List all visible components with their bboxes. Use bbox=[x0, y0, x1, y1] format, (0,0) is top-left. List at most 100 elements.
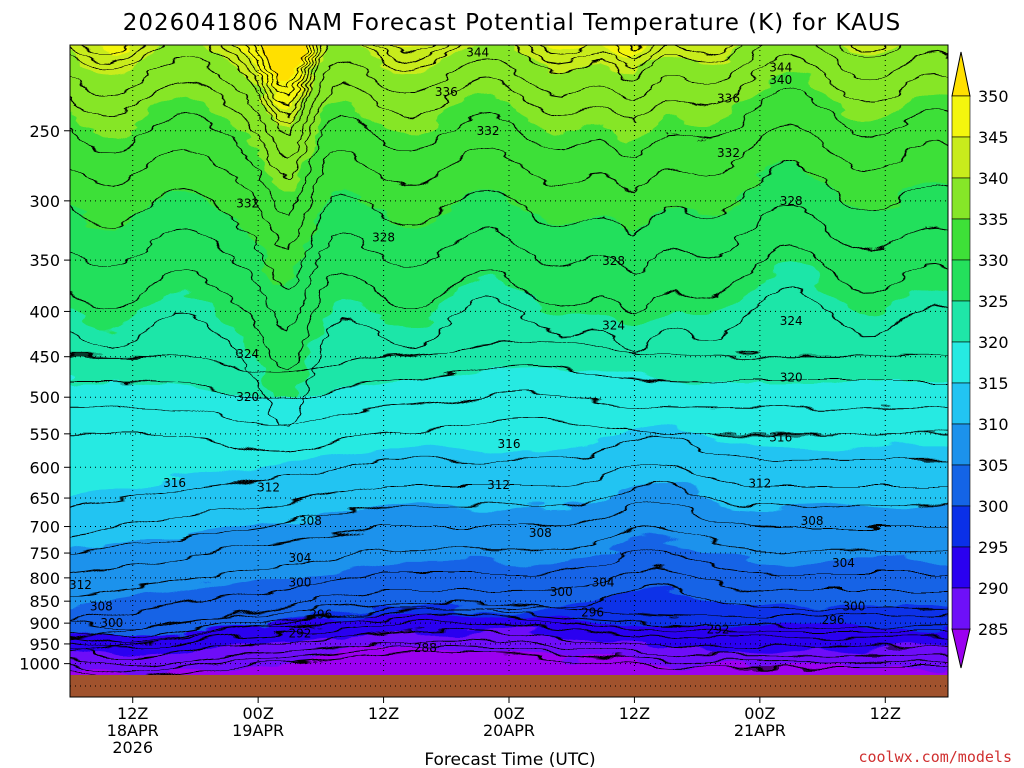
colorbar-label: 335 bbox=[978, 210, 1009, 229]
y-tick-label: 550 bbox=[29, 425, 60, 444]
isotherm-label: 292 bbox=[707, 622, 730, 636]
colorbar-segment bbox=[951, 300, 971, 343]
isotherm-line bbox=[70, 365, 948, 401]
isotherm-line bbox=[70, 391, 948, 427]
isotherm-label: 324 bbox=[780, 314, 803, 328]
y-tick-label: 350 bbox=[29, 251, 60, 270]
colorbar-label: 305 bbox=[978, 456, 1009, 475]
isotherm-line bbox=[70, 639, 948, 668]
isotherm-label: 340 bbox=[769, 73, 792, 87]
isotherm-label: 304 bbox=[288, 551, 311, 565]
isotherm-label: 312 bbox=[748, 477, 771, 491]
y-tick-label: 600 bbox=[29, 458, 60, 477]
isotherm-label: 328 bbox=[602, 254, 625, 268]
x-tick-label: 12Z bbox=[870, 704, 901, 723]
colorbar-segment bbox=[951, 95, 971, 138]
isotherm-label: 344 bbox=[466, 46, 489, 60]
colorbar-segment bbox=[951, 259, 971, 302]
isotherm-label: 336 bbox=[435, 85, 458, 99]
isotherm-label: 332 bbox=[717, 146, 740, 160]
isotherm-label: 304 bbox=[832, 556, 855, 570]
colorbar-segment bbox=[951, 423, 971, 466]
theta-band bbox=[70, 648, 948, 675]
colorbar-label: 295 bbox=[978, 538, 1009, 557]
isotherm-line bbox=[70, 53, 948, 181]
isotherm-line bbox=[70, 645, 948, 674]
isotherm-label: 328 bbox=[372, 230, 395, 244]
colorbar-label: 315 bbox=[978, 374, 1009, 393]
colorbar-label: 320 bbox=[978, 333, 1009, 352]
colorbar-segment bbox=[951, 341, 971, 384]
isotherm-line bbox=[70, 548, 948, 621]
isotherm-line bbox=[70, 204, 948, 331]
pressure-axis: 250 300 350 400 450 500 550 600 650 700 750 800 850 9… bbox=[19, 122, 70, 674]
isotherm-line bbox=[70, 630, 948, 659]
y-tick-label: 400 bbox=[29, 302, 60, 321]
isotherm-label: 324 bbox=[236, 347, 259, 361]
colorbar-segment bbox=[951, 136, 971, 179]
isotherm-line bbox=[70, 621, 948, 650]
x-tick-label: 12Z bbox=[368, 704, 399, 723]
isotherm-label: 344 bbox=[769, 60, 792, 74]
y-tick-label: 300 bbox=[29, 192, 60, 211]
y-tick-label: 1000 bbox=[19, 655, 60, 674]
colorbar-segment bbox=[951, 218, 971, 261]
isotherm-label: 308 bbox=[90, 600, 113, 614]
isotherm-label: 300 bbox=[842, 600, 865, 614]
y-tick-label: 900 bbox=[29, 614, 60, 633]
colorbar-label: 345 bbox=[978, 128, 1009, 147]
isotherm-label: 308 bbox=[529, 526, 552, 540]
credit-text: coolwx.com/models bbox=[858, 748, 1012, 766]
isotherm-label: 320 bbox=[780, 370, 803, 384]
isotherm-label: 288 bbox=[414, 641, 437, 655]
colorbar-label: 340 bbox=[978, 169, 1009, 188]
x-tick-label: 2026 bbox=[112, 738, 153, 757]
y-tick-label: 850 bbox=[29, 592, 60, 611]
x-tick-label: 00Z bbox=[744, 704, 775, 723]
colorbar-label: 290 bbox=[978, 579, 1009, 598]
isotherm-line bbox=[70, 244, 948, 372]
isotherm-line bbox=[70, 285, 948, 431]
x-tick-label: 19APR bbox=[232, 721, 284, 740]
x-tick-label: 12Z bbox=[117, 704, 148, 723]
isotherm-line bbox=[70, 435, 948, 508]
x-axis-label: Forecast Time (UTC) bbox=[424, 750, 595, 768]
ground-strip-base bbox=[70, 675, 948, 697]
isotherm-label: 316 bbox=[769, 430, 792, 444]
isotherm-label: 336 bbox=[717, 92, 740, 106]
isotherm-line bbox=[70, 88, 948, 215]
chart-title: 2026041806 NAM Forecast Potential Temper… bbox=[123, 10, 902, 36]
isotherm-line bbox=[70, 583, 948, 656]
isotherm-label: 296 bbox=[309, 608, 332, 622]
y-tick-label: 750 bbox=[29, 544, 60, 563]
x-tick-label: 18APR bbox=[107, 721, 159, 740]
isotherm-line bbox=[70, 481, 948, 554]
y-tick-label: 800 bbox=[29, 569, 60, 588]
colorbar-segment bbox=[951, 505, 971, 548]
colorbar-bottom-arrow bbox=[951, 628, 971, 669]
isotherm-label: 300 bbox=[100, 616, 123, 630]
y-tick-label: 950 bbox=[29, 635, 60, 654]
isotherm-label: 296 bbox=[581, 605, 604, 619]
isotherm-label: 308 bbox=[801, 514, 824, 528]
isotherm-label: 320 bbox=[236, 390, 259, 404]
color-bands bbox=[70, 45, 948, 675]
x-tick-label: 12Z bbox=[619, 704, 650, 723]
colorbar-label: 310 bbox=[978, 415, 1009, 434]
isotherm-label: 300 bbox=[550, 585, 573, 599]
colorbar-segment bbox=[951, 546, 971, 589]
isotherm-label: 292 bbox=[288, 627, 311, 641]
colorbar-label: 325 bbox=[978, 292, 1009, 311]
isotherm-line bbox=[70, 122, 948, 250]
plot-area bbox=[70, 45, 948, 675]
colorbar-label: 350 bbox=[978, 87, 1009, 106]
isotherm-line bbox=[70, 163, 948, 290]
isotherm-line bbox=[70, 609, 948, 638]
isotherm-label: 316 bbox=[498, 437, 521, 451]
isotherm-label: 300 bbox=[288, 576, 311, 590]
y-tick-label: 700 bbox=[29, 518, 60, 537]
colorbar-top-arrow bbox=[951, 51, 971, 97]
isotherm-label: 312 bbox=[487, 478, 510, 492]
